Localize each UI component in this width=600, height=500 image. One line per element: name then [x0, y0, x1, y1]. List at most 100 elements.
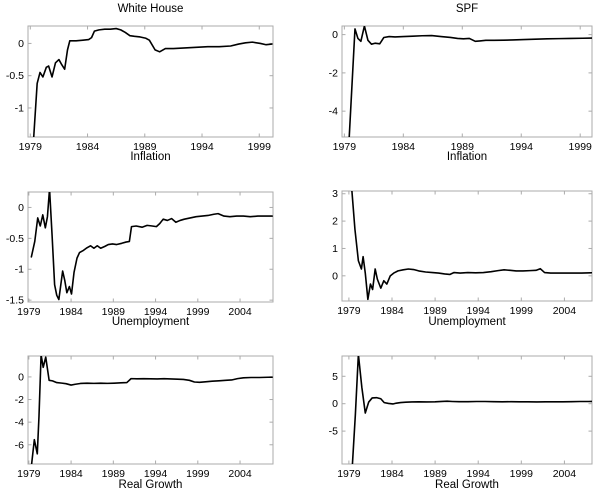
x-tick-label: 1999	[186, 468, 210, 480]
data-line-spf-inflation	[348, 26, 592, 137]
y-tick-label: 5	[332, 371, 338, 383]
x-axis-ticks: 1979 1984 1989 1994 1999 2004	[17, 356, 252, 480]
y-axis-ticks: 0 -2 -4	[329, 29, 592, 118]
y-tick-label: -2	[329, 67, 338, 79]
plot-canvas-white-house-inflation: 1979 1984 1989 1994 1999 0 -0.5 -1	[6, 25, 274, 153]
y-tick-label: -6	[15, 439, 24, 451]
x-tick-label: 1984	[76, 141, 100, 153]
y-tick-label: 0	[332, 398, 338, 410]
x-tick-label: 1994	[144, 306, 168, 318]
x-tick-label: 1979	[19, 141, 43, 153]
x-tick-label: 1984	[380, 468, 404, 480]
axis-label-real-growth-right: Real Growth	[435, 479, 499, 491]
axis-box	[341, 25, 593, 138]
y-tick-label: -2	[15, 394, 24, 406]
panel-white-house-real-growth: 1979 1984 1989 1994 1999 2004 0 -2 -4 -6 Real Gro…	[0, 334, 300, 500]
x-tick-label: 2004	[228, 306, 252, 318]
x-tick-label: 1984	[59, 468, 83, 480]
axis-label-real-growth-left: Real Growth	[118, 479, 183, 491]
y-axis-ticks: 0 -0.5 -1	[6, 38, 273, 114]
x-axis-ticks: 1979 1984 1989 1994 1999 2004	[17, 192, 252, 318]
x-tick-label: 1994	[510, 141, 534, 153]
x-tick-label: 1979	[337, 305, 361, 317]
plot-canvas-spf-real-growth: 1979 1984 1989 1994 1999 2004 5 0 -5	[329, 355, 593, 480]
x-tick-label: 1994	[467, 468, 491, 480]
x-tick-label: 1979	[17, 306, 41, 318]
data-line-white-house-inflation	[32, 27, 273, 137]
x-tick-label: 1999	[569, 141, 593, 153]
x-tick-label: 1989	[133, 141, 157, 153]
y-tick-label: 0	[18, 371, 24, 383]
x-tick-label: 1979	[17, 468, 41, 480]
axis-label-unemployment-left: Unemployment	[111, 316, 190, 328]
y-tick-label: 2	[332, 216, 338, 228]
y-tick-label: -0.5	[6, 70, 24, 82]
y-tick-label: -1	[15, 264, 24, 276]
y-axis-ticks: 5 0 -5	[329, 371, 592, 438]
data-line-spf-unemployment	[351, 191, 592, 301]
y-axis-ticks: 3 2 1 0	[332, 188, 592, 282]
panel-white-house-unemployment: 1979 1984 1989 1994 1999 2004 0 -0.5 -1 -1.5 Unem…	[0, 168, 300, 334]
x-axis-ticks: 1979 1984 1989 1994 1999	[19, 26, 271, 153]
x-tick-label: 1999	[248, 141, 272, 153]
x-tick-label: 1994	[190, 141, 214, 153]
plot-canvas-spf-unemployment: 1979 1984 1989 1994 1999 2004 3 2 1 0	[332, 188, 593, 317]
panel-white-house-inflation: White House 1979 1984 1989 1994 1999 0 -0.5 -1 …	[0, 0, 300, 168]
plot-canvas-white-house-real-growth: 1979 1984 1989 1994 1999 2004 0 -2 -4 -6	[15, 355, 274, 480]
panel-spf-inflation: SPF 1979 1984 1989 1994 1999 0 -2 -4 Inflation	[300, 0, 600, 168]
axis-label-unemployment-right: Unemployment	[428, 316, 506, 328]
column-title-white-house: White House	[117, 3, 184, 15]
y-tick-label: -1	[15, 102, 24, 114]
x-tick-label: 1999	[186, 306, 210, 318]
x-tick-label: 1994	[144, 468, 168, 480]
y-tick-label: -4	[329, 106, 338, 118]
x-tick-label: 2004	[553, 468, 577, 480]
axis-box	[27, 25, 274, 138]
x-axis-ticks: 1979 1984 1989 1994 1999 2004	[337, 191, 576, 317]
data-line-white-house-real-growth	[30, 356, 273, 464]
x-axis-ticks: 1979 1984 1989 1994 1999	[333, 26, 592, 153]
y-tick-label: 0	[332, 29, 338, 41]
x-tick-label: 1984	[380, 305, 404, 317]
axis-box	[27, 191, 274, 303]
x-tick-label: 1999	[510, 305, 534, 317]
data-line-spf-real-growth	[351, 356, 592, 464]
panel-spf-real-growth: 1979 1984 1989 1994 1999 2004 5 0 -5 Real Growth	[300, 334, 600, 500]
x-tick-label: 1989	[423, 468, 447, 480]
x-tick-label: 1994	[467, 305, 491, 317]
x-tick-label: 1989	[102, 306, 126, 318]
y-tick-label: -4	[15, 417, 24, 429]
x-tick-label: 1979	[333, 141, 357, 153]
axis-box	[341, 190, 593, 302]
panel-spf-unemployment: 1979 1984 1989 1994 1999 2004 3 2 1 0 Unemploymen…	[300, 168, 600, 334]
axis-label-inflation-right: Inflation	[446, 151, 488, 163]
data-line-white-house-unemployment	[30, 192, 273, 301]
x-axis-ticks: 1979 1984 1989 1994 1999 2004	[337, 356, 576, 480]
x-tick-label: 1989	[423, 305, 447, 317]
x-tick-label: 1984	[59, 306, 83, 318]
y-tick-label: 1	[332, 243, 338, 255]
y-tick-label: 0	[18, 202, 24, 214]
x-tick-label: 1989	[102, 468, 126, 480]
axis-box	[27, 355, 274, 465]
y-tick-label: -5	[329, 426, 338, 438]
plot-canvas-spf-inflation: 1979 1984 1989 1994 1999 0 -2 -4	[329, 25, 593, 153]
axis-label-inflation-left: Inflation	[130, 151, 171, 163]
y-tick-label: -1.5	[6, 295, 24, 307]
y-tick-label: -0.5	[6, 233, 24, 245]
x-tick-label: 1989	[451, 141, 475, 153]
y-tick-label: 0	[18, 38, 24, 50]
x-tick-label: 2004	[553, 305, 577, 317]
x-tick-label: 2004	[228, 468, 252, 480]
plot-canvas-white-house-unemployment: 1979 1984 1989 1994 1999 2004 0 -0.5 -1 -1.5	[6, 191, 274, 318]
y-axis-ticks: 0 -2 -4 -6	[15, 371, 273, 451]
y-tick-label: 0	[332, 270, 338, 282]
axis-box	[341, 355, 593, 465]
column-title-spf: SPF	[455, 3, 479, 15]
y-axis-ticks: 0 -0.5 -1 -1.5	[6, 202, 273, 307]
x-tick-label: 1979	[337, 468, 361, 480]
x-tick-label: 1984	[392, 141, 416, 153]
y-tick-label: 3	[332, 188, 338, 200]
x-tick-label: 1999	[510, 468, 534, 480]
